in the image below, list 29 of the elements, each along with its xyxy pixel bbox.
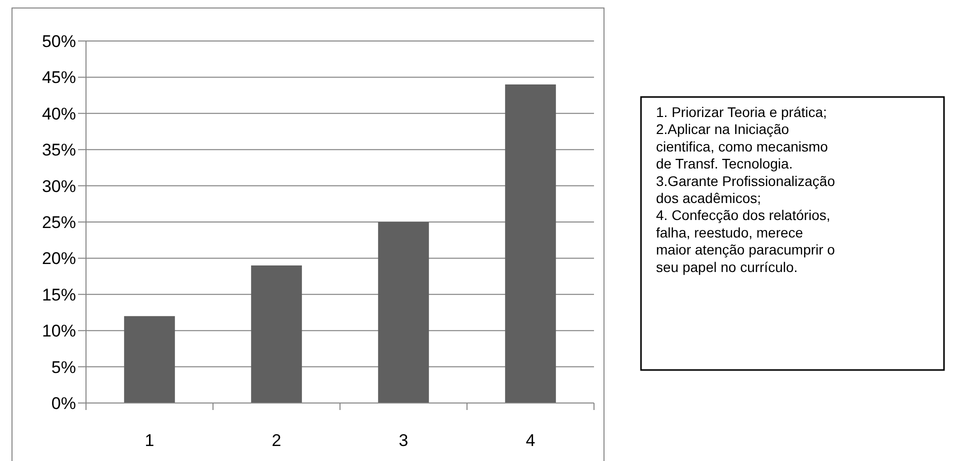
y-tick-label: 10% — [42, 322, 76, 341]
bar — [505, 84, 556, 403]
bar — [124, 316, 175, 403]
y-tick-label: 50% — [42, 32, 76, 51]
bar — [378, 222, 429, 403]
y-tick-label: 40% — [42, 104, 76, 124]
y-tick-label: 25% — [42, 212, 76, 232]
x-tick-label: 3 — [398, 431, 408, 450]
text: maior atenção paracumprir o — [656, 242, 836, 258]
y-tick-label: 5% — [51, 358, 76, 377]
x-tick-label: 1 — [144, 431, 154, 450]
bar — [251, 265, 302, 403]
y-tick-label: 15% — [42, 285, 76, 304]
text: falha, reestudo, merece — [656, 224, 804, 240]
y-tick-label: 0% — [51, 394, 76, 413]
text: dos acadêmicos; — [656, 190, 762, 206]
y-tick-label: 30% — [42, 176, 76, 196]
text: 3.Garante Profissionalização — [656, 172, 836, 189]
text: seu papel no currículo. — [656, 258, 798, 275]
x-tick-label: 2 — [272, 431, 282, 450]
y-tick-label: 20% — [42, 249, 76, 268]
text: 2.Aplicar na Iniciação — [656, 121, 790, 138]
y-tick-label: 35% — [42, 140, 76, 160]
text: cientifica, como mecanismo — [656, 138, 828, 154]
text: 4. Confecção dos relatórios, — [656, 207, 830, 224]
y-tick-label: 45% — [42, 68, 76, 88]
text: 1. Priorizar Teoria e prática; — [656, 104, 827, 120]
x-tick-label: 4 — [526, 431, 536, 450]
text: de Transf. Tecnologia. — [656, 156, 793, 172]
